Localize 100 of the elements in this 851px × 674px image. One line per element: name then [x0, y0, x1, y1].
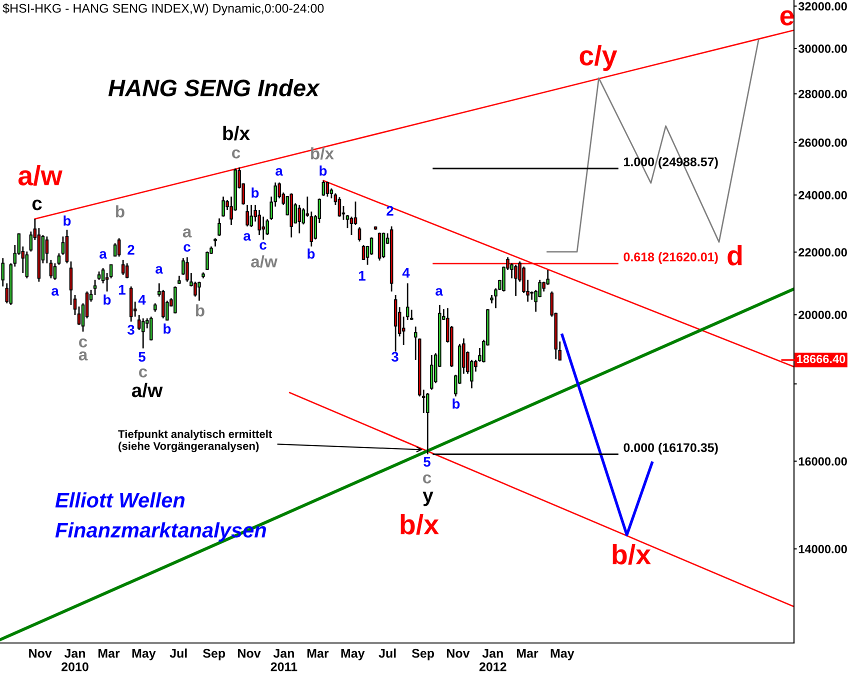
- annotation: a/w: [18, 165, 62, 186]
- candlestick: [370, 236, 374, 256]
- candlestick: [101, 267, 105, 284]
- x-tick-label: Nov: [29, 649, 52, 658]
- candlestick: [150, 316, 153, 342]
- candlestick: [186, 256, 189, 282]
- y-tick-label: 20000.00: [798, 310, 847, 320]
- annotation: a: [78, 351, 88, 360]
- candlestick: [430, 354, 434, 390]
- annotation: a: [156, 266, 163, 274]
- annotation: 1: [119, 285, 126, 295]
- x-tick-label: May: [132, 649, 156, 660]
- annotation: b/x: [223, 126, 250, 140]
- annotation: b/x: [400, 514, 439, 535]
- candlestick: [198, 281, 201, 302]
- candlestick: [322, 180, 326, 197]
- candlestick: [426, 392, 430, 455]
- candlestick: [358, 226, 362, 242]
- y-tick-label: 32000.00: [798, 2, 847, 11]
- annotation: b/x: [612, 544, 651, 565]
- series-label: 0.618 (21620.01): [624, 252, 718, 264]
- candlestick: [125, 262, 129, 279]
- candlestick: [250, 204, 253, 228]
- annotation: b: [196, 304, 204, 316]
- x-tick-label: Jan 2012: [479, 649, 506, 672]
- candlestick: [298, 204, 302, 234]
- annotation: a: [276, 168, 283, 176]
- candlestick: [53, 262, 57, 281]
- annotation: c: [32, 200, 42, 210]
- x-tick-label: Jul: [170, 648, 187, 658]
- annotation: c: [184, 244, 190, 252]
- annotation: a: [244, 233, 251, 241]
- candlestick: [69, 260, 73, 306]
- candlestick: [266, 218, 269, 236]
- candlestick: [246, 204, 249, 228]
- candlestick: [25, 250, 29, 279]
- annotation: b/x: [311, 147, 334, 160]
- candlestick: [137, 314, 141, 331]
- annotation: b: [308, 248, 315, 259]
- candlestick: [109, 264, 113, 279]
- annotation: b: [320, 166, 327, 176]
- y-tick-label: 28000.00: [798, 90, 847, 98]
- candlestick: [121, 259, 125, 276]
- series-label: 0.000 (16170.35): [624, 442, 718, 455]
- candlestick: [1, 257, 4, 288]
- annotation: b: [116, 205, 124, 218]
- candlestick: [117, 238, 121, 258]
- annotation: c: [423, 474, 432, 484]
- candlestick: [338, 196, 342, 218]
- candlestick: [218, 218, 221, 237]
- annotation: 3: [127, 324, 134, 335]
- y-tick-label: 16000.00: [798, 457, 847, 466]
- candlestick: [73, 294, 77, 316]
- annotation: b: [252, 188, 259, 198]
- x-tick-label: Nov: [238, 649, 261, 658]
- x-tick-label: Sep: [412, 648, 434, 660]
- candlestick: [113, 242, 117, 258]
- x-tick-label: Mar: [307, 649, 329, 658]
- candlestick: [514, 264, 518, 297]
- annotation: 1: [359, 271, 366, 281]
- annotation: a/w: [132, 382, 163, 398]
- annotation: a/w: [251, 255, 278, 268]
- annotation: Tiefpunkt analytisch ermittelt (siehe Vorgängeranalysen): [118, 430, 272, 452]
- x-tick-label: Mar: [516, 649, 538, 658]
- series-label: 1.000 (24988.57): [624, 157, 718, 169]
- annotation: c: [260, 242, 266, 250]
- ref-line-label: 18666.40: [797, 354, 846, 364]
- y-tick-label: 30000.00: [798, 44, 847, 53]
- annotation: a: [182, 228, 192, 238]
- annotation: y: [422, 492, 434, 506]
- y-tick-label: 22000.00: [798, 248, 847, 257]
- annotation: 2: [128, 244, 134, 255]
- candlestick: [326, 181, 330, 198]
- annotation: c/y: [580, 45, 618, 71]
- candlestick: [262, 216, 265, 240]
- annotation: d: [728, 245, 742, 266]
- annotation: 3: [391, 352, 398, 362]
- annotation: Elliott Wellen: [55, 492, 185, 508]
- candlestick: [222, 196, 225, 218]
- x-tick-label: Mar: [98, 649, 120, 658]
- candlestick: [258, 209, 261, 236]
- candlestick: [57, 252, 61, 266]
- candlestick: [382, 232, 386, 259]
- candlestick: [422, 389, 426, 414]
- candlestick: [206, 250, 209, 271]
- text: HANG SENG Index: [108, 78, 320, 96]
- annotation: c: [139, 368, 148, 378]
- y-tick-label: 26000.00: [798, 138, 847, 147]
- candlestick: [362, 244, 366, 261]
- candlestick: [77, 306, 81, 326]
- annotation: a: [52, 288, 59, 296]
- annotation: 2: [386, 206, 394, 216]
- annotation: b: [452, 398, 460, 409]
- candlestick: [346, 214, 350, 229]
- y-tick-label: 24000.00: [798, 191, 847, 200]
- annotation: c: [232, 149, 240, 158]
- annotation: 5: [424, 457, 430, 467]
- candlestick: [530, 290, 534, 300]
- annotation: b: [104, 294, 111, 305]
- x-tick-label: Sep: [202, 648, 226, 660]
